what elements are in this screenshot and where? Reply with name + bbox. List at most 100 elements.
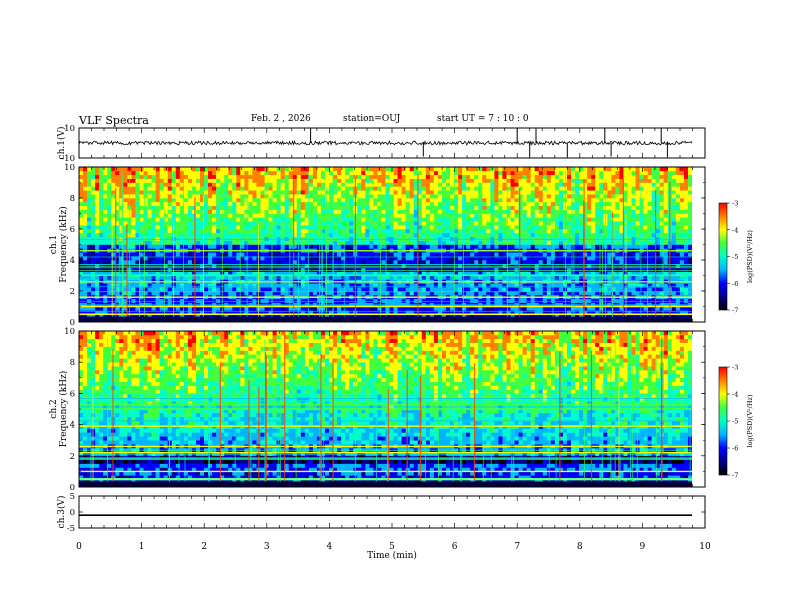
spectrogram-cell xyxy=(312,240,318,245)
spectrogram-cell xyxy=(308,201,314,207)
spectrogram-cell xyxy=(462,291,467,296)
spectrogram-cell xyxy=(135,198,140,203)
spectrogram-cell xyxy=(87,310,92,315)
spectrogram-cell xyxy=(264,260,269,265)
spectrogram-cell xyxy=(329,236,334,241)
spectrogram-cell xyxy=(429,167,435,172)
spectrogram-cell xyxy=(490,275,495,280)
spectrogram-cell xyxy=(433,194,439,199)
spectrogram-cell xyxy=(534,298,540,303)
spectrogram-cell xyxy=(429,306,435,311)
spectrogram-cell xyxy=(264,256,269,261)
spectrogram-cell xyxy=(280,205,285,210)
spectrogram-cell xyxy=(183,306,189,311)
spectrogram-cell xyxy=(195,283,201,288)
spectrogram-cell xyxy=(558,306,564,311)
spectrogram-cell xyxy=(155,310,160,315)
spectrogram-cell xyxy=(341,291,346,296)
spectrogram-cell xyxy=(445,217,451,222)
spectrogram-cell xyxy=(111,209,116,214)
spectrogram-cell xyxy=(292,314,298,319)
spectrogram-cell xyxy=(445,213,451,218)
spectrogram-cell xyxy=(187,170,193,176)
spectrogram-cell xyxy=(566,236,572,241)
spectrogram-cell xyxy=(167,213,173,218)
spectrogram-cell xyxy=(526,213,531,218)
spectrogram-cell xyxy=(151,314,156,319)
spectrogram-cell xyxy=(369,252,374,257)
spectrogram-cell xyxy=(131,260,136,265)
spectrogram-cell xyxy=(119,194,124,199)
spectrogram-cell xyxy=(280,174,285,179)
spectrogram-cell xyxy=(220,205,225,210)
spectrogram-cell xyxy=(377,244,382,249)
spectrogram-cell xyxy=(155,252,160,257)
spectrogram-cell xyxy=(486,186,491,191)
spectrogram-cell xyxy=(534,198,540,203)
spectrogram-cell xyxy=(373,198,378,203)
spectrogram-cell xyxy=(284,236,290,241)
spectrogram-cell xyxy=(526,194,531,199)
spectrogram-cell xyxy=(228,221,233,226)
spectrogram-cell xyxy=(401,267,406,272)
spectrogram-cell xyxy=(79,205,84,210)
spectrogram-cell xyxy=(252,186,257,191)
spectrogram-cell xyxy=(518,310,523,315)
spectrogram-cell xyxy=(147,201,152,207)
spectrogram-cell xyxy=(79,291,84,296)
spectrogram-cell xyxy=(187,217,193,222)
spectrogram-cell xyxy=(498,190,503,195)
spectrogram-cell xyxy=(208,236,213,241)
spectrogram-cell xyxy=(115,283,120,288)
spectrogram-cell xyxy=(220,198,225,203)
spectrogram-cell xyxy=(462,217,467,222)
spectrogram-cell xyxy=(373,287,378,292)
spectrogram-cell xyxy=(377,314,382,319)
spectrogram-cell xyxy=(288,194,294,199)
spectrogram-cell xyxy=(365,291,370,296)
spectrogram-cell xyxy=(91,302,96,307)
spectrogram-cell xyxy=(373,236,378,241)
spectrogram-cell xyxy=(349,256,354,261)
spectrogram-cell xyxy=(143,174,148,179)
spectrogram-cell xyxy=(252,225,257,230)
spectrogram-cell xyxy=(139,256,144,261)
spectrogram-cell xyxy=(292,263,298,269)
spectrogram-cell xyxy=(502,298,507,303)
spectrogram-cell xyxy=(199,225,205,230)
spectrogram-cell xyxy=(107,205,112,210)
spectrogram-cell xyxy=(518,256,523,261)
spectrogram-cell xyxy=(377,225,382,230)
spectrogram-cell xyxy=(510,240,515,245)
spectrogram-cell xyxy=(111,167,116,172)
spectrogram-cell xyxy=(445,291,451,296)
spectrogram-cell xyxy=(87,244,92,249)
spectrogram-cell xyxy=(95,167,100,172)
spectrogram-cell xyxy=(458,306,463,311)
spectrogram-cell xyxy=(470,229,475,234)
spectrogram-cell xyxy=(333,170,338,176)
spectrogram-cell xyxy=(216,190,221,195)
spectrogram-cell xyxy=(466,205,471,210)
spectrogram-cell xyxy=(458,198,463,203)
spectrogram-cell xyxy=(566,209,572,214)
spectrogram-cell xyxy=(123,209,128,214)
spectrogram-cell xyxy=(240,306,245,311)
spectrogram-cell xyxy=(147,306,152,311)
spectrogram-cell xyxy=(462,170,467,176)
spectrogram-cell xyxy=(534,236,540,241)
spectrogram-cell xyxy=(208,244,213,249)
spectrogram-cell xyxy=(482,287,487,292)
spectrogram-cell xyxy=(337,167,342,172)
spectrogram-cell xyxy=(107,298,112,303)
spectrogram-cell xyxy=(236,194,241,199)
spectrogram-cell xyxy=(445,267,451,272)
spectrogram-cell xyxy=(204,267,209,272)
spectrogram-cell xyxy=(373,291,378,296)
spectrogram-cell xyxy=(280,306,285,311)
spectrogram-cell xyxy=(83,240,88,245)
spectrogram-cell xyxy=(155,213,160,218)
spectrogram-cell xyxy=(433,283,439,288)
spectrogram-cell xyxy=(111,252,116,257)
spectrogram-cell xyxy=(320,240,326,245)
